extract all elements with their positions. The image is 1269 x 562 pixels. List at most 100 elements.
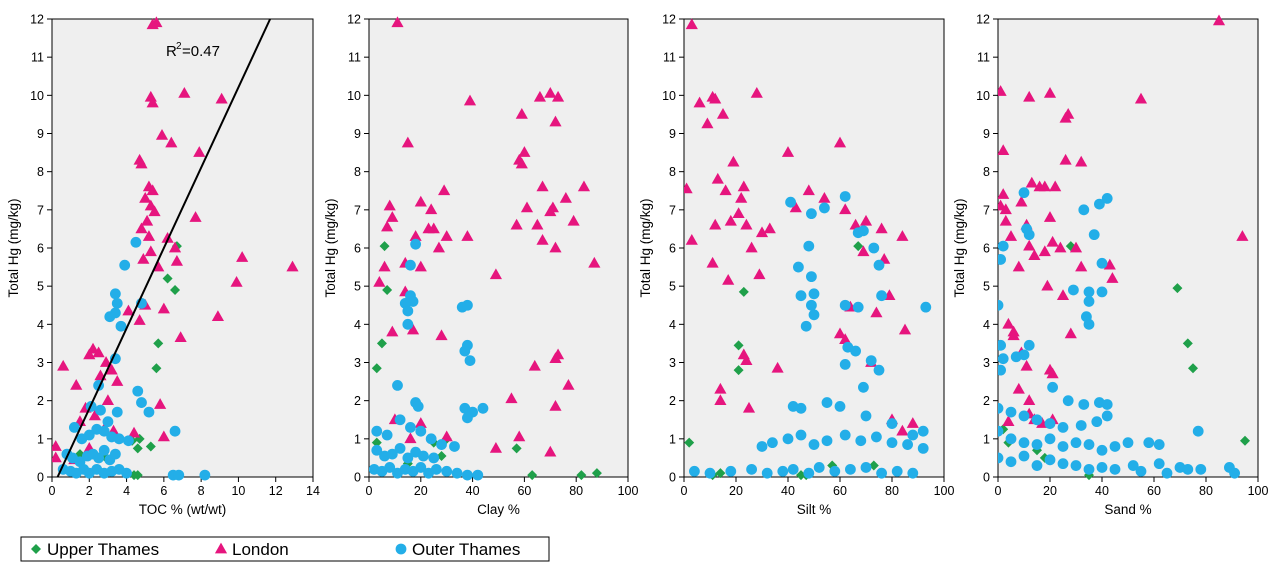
point-london: [1023, 90, 1036, 102]
point-outer-thames: [1161, 467, 1173, 479]
point-london: [1069, 241, 1083, 253]
point-outer-thames: [430, 463, 442, 475]
point-upper-thames: [379, 241, 390, 252]
x-tick-label: 0: [995, 484, 1002, 498]
point-outer-thames: [795, 402, 807, 414]
point-london: [567, 214, 580, 226]
point-outer-thames: [1023, 339, 1035, 351]
point-outer-thames: [813, 462, 825, 473]
point-london: [1134, 92, 1148, 104]
y-tick-label: 5: [669, 280, 676, 294]
point-outer-thames: [1096, 257, 1108, 269]
point-outer-thames: [1078, 204, 1090, 216]
point-outer-thames: [998, 364, 1006, 376]
point-outer-thames: [384, 462, 396, 473]
y-tick-label: 2: [669, 394, 676, 408]
point-outer-thames: [1031, 460, 1043, 471]
point-outer-thames: [1044, 433, 1056, 445]
y-axis-label: Total Hg (mg/kg): [6, 198, 21, 297]
y-tick-label: 11: [348, 51, 361, 65]
r-squared-label: R: [166, 43, 177, 60]
point-london: [438, 184, 451, 196]
point-london: [215, 92, 228, 104]
point-outer-thames: [845, 463, 856, 475]
x-tick-label: 80: [569, 484, 583, 498]
point-london: [685, 233, 698, 245]
point-london: [386, 211, 399, 222]
point-london: [544, 445, 557, 457]
point-london: [1012, 260, 1025, 272]
point-london: [870, 306, 883, 318]
legend-label-outer-thames: Outer Thames: [412, 540, 520, 559]
point-london: [286, 260, 299, 272]
point-outer-thames: [839, 359, 851, 370]
point-outer-thames: [402, 318, 414, 330]
y-tick-label: 7: [669, 203, 676, 217]
point-outer-thames: [777, 465, 789, 477]
y-tick-label: 5: [983, 280, 990, 294]
point-outer-thames: [782, 433, 794, 445]
point-outer-thames: [136, 397, 147, 408]
point-outer-thames: [417, 450, 429, 462]
point-london: [518, 146, 531, 157]
point-london: [1049, 180, 1062, 192]
point-london: [161, 232, 174, 243]
point-london: [722, 274, 735, 285]
point-london: [755, 226, 769, 238]
point-london: [896, 424, 909, 436]
y-tick-label: 6: [37, 242, 44, 256]
y-axis-label: Total Hg (mg/kg): [638, 198, 653, 297]
point-upper-thames: [591, 468, 602, 479]
point-outer-thames: [392, 380, 403, 391]
point-outer-thames: [917, 442, 929, 454]
point-london: [170, 254, 183, 266]
point-london: [1046, 235, 1059, 247]
x-tick-label: 2: [86, 484, 93, 498]
point-upper-thames: [132, 443, 143, 454]
point-london: [1023, 239, 1036, 251]
point-upper-thames: [1182, 338, 1193, 349]
point-outer-thames: [98, 425, 110, 437]
point-upper-thames: [151, 363, 162, 374]
point-outer-thames: [725, 465, 737, 477]
x-tick-label: 80: [885, 484, 899, 498]
point-upper-thames: [153, 338, 164, 349]
point-outer-thames: [428, 452, 440, 464]
point-london: [489, 441, 502, 453]
point-london: [693, 96, 706, 108]
point-outer-thames: [1044, 454, 1056, 466]
point-london: [789, 201, 802, 213]
point-outer-thames: [1078, 399, 1090, 410]
point-outer-thames: [850, 345, 861, 357]
y-tick-label: 4: [354, 318, 361, 332]
y-tick-label: 6: [669, 242, 676, 256]
y-tick-label: 1: [37, 432, 44, 446]
point-london: [463, 94, 477, 106]
point-upper-thames: [684, 437, 695, 448]
x-axis-label: Sand %: [1104, 502, 1151, 517]
point-outer-thames: [371, 444, 383, 456]
point-london: [562, 379, 575, 390]
x-tick-label: 4: [123, 484, 130, 498]
point-london: [1043, 211, 1057, 222]
legend-label-upper-thames: Upper Thames: [47, 540, 159, 559]
point-london: [998, 144, 1010, 156]
point-upper-thames: [733, 365, 744, 376]
y-tick-label: 0: [983, 471, 990, 485]
point-london: [157, 430, 170, 442]
point-outer-thames: [1083, 286, 1095, 298]
point-london: [57, 359, 70, 371]
point-london: [88, 409, 101, 421]
point-london: [135, 222, 148, 234]
point-london: [135, 157, 148, 169]
point-london: [139, 191, 152, 203]
point-outer-thames: [1057, 421, 1069, 433]
point-london: [1103, 258, 1116, 270]
point-outer-thames: [109, 288, 121, 300]
point-outer-thames: [425, 433, 437, 445]
plot-area: [368, 18, 629, 478]
point-london: [1043, 87, 1057, 98]
point-london: [146, 18, 159, 30]
point-outer-thames: [865, 355, 877, 366]
